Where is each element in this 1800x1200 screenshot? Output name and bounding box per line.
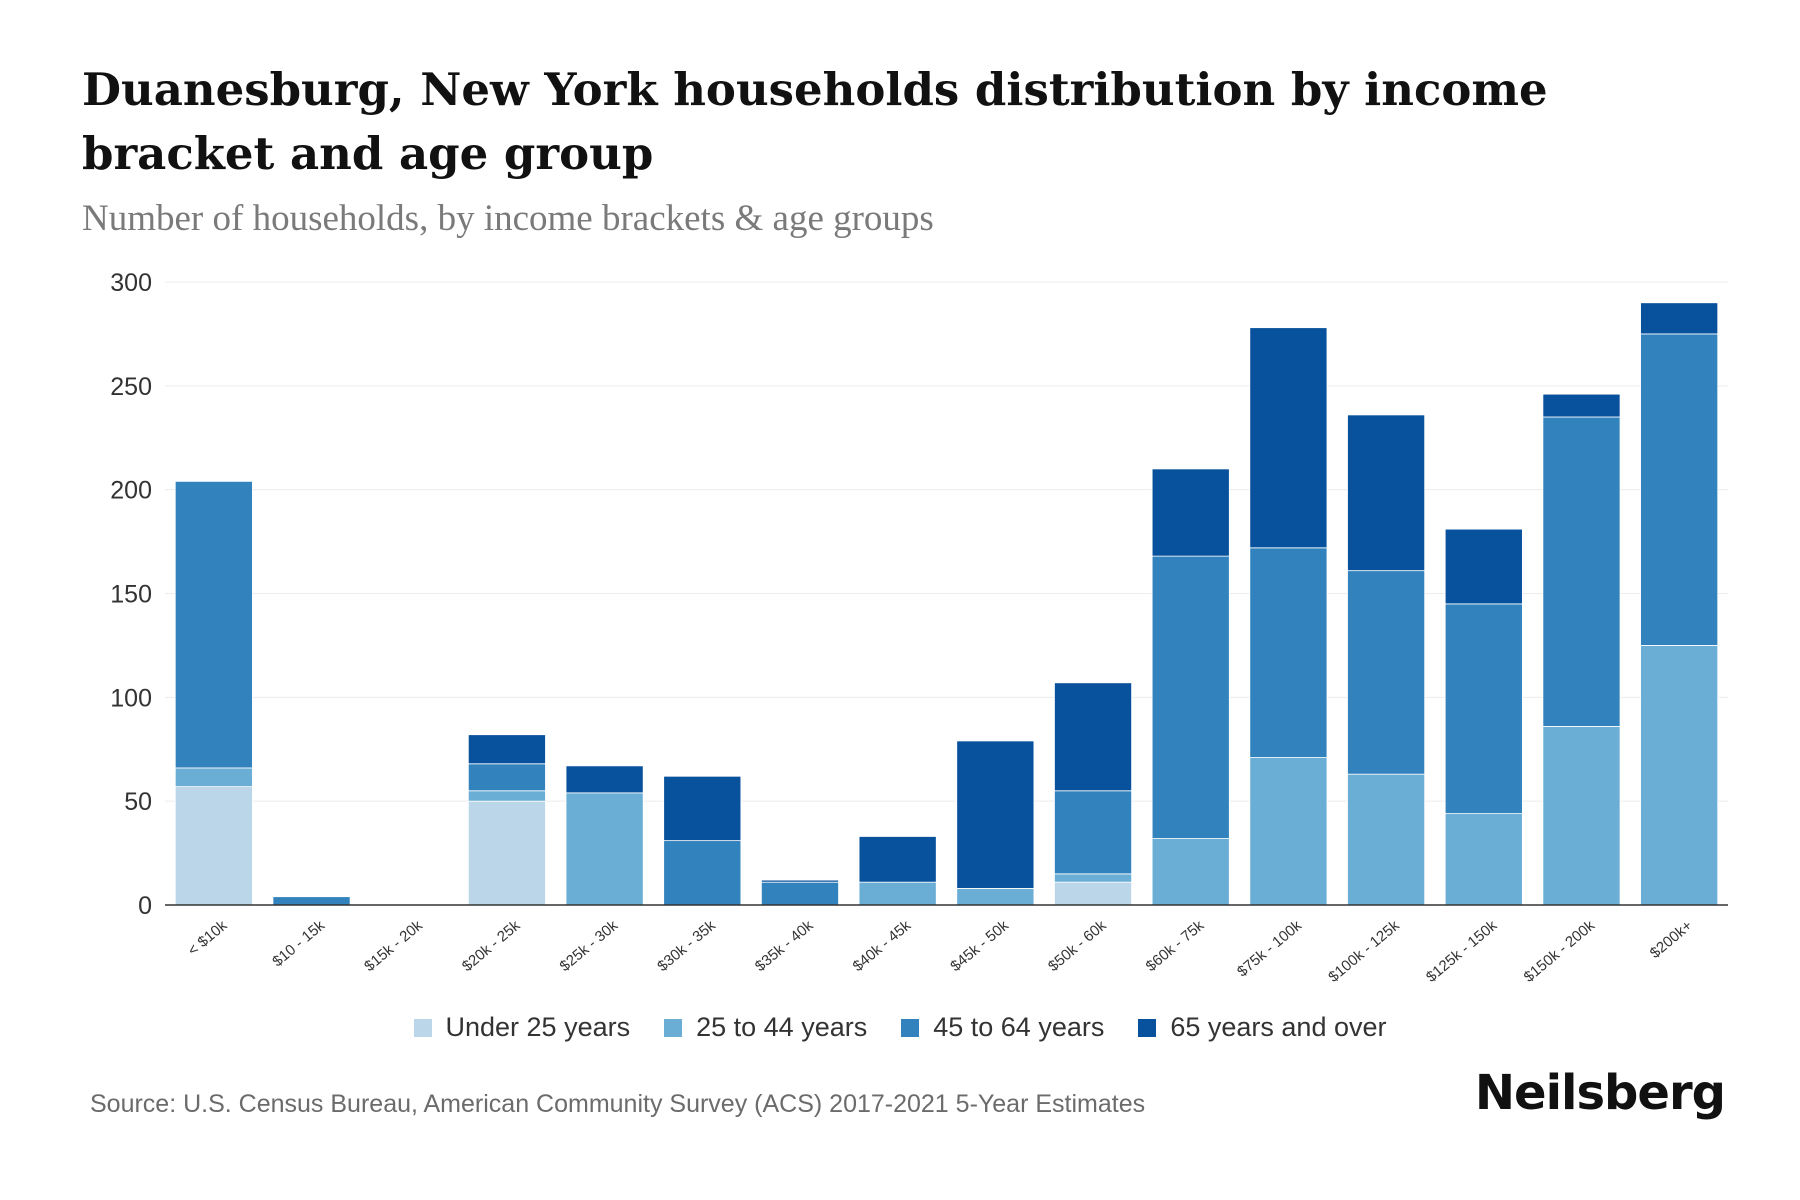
bar-segment [1151, 838, 1230, 906]
bar-segment [467, 734, 546, 765]
x-tick-label: $60k - 75k [1143, 917, 1208, 975]
bar-segment [1542, 726, 1621, 906]
bar-segment [663, 840, 742, 906]
bar-segment [1347, 570, 1426, 775]
bar-segment [1444, 603, 1523, 815]
bar-segment [1249, 547, 1328, 758]
chart-title: Duanesburg, New York households distribu… [82, 63, 1548, 180]
bar-segment [467, 790, 546, 802]
bar-segment [565, 765, 644, 794]
legend-item-65-over[interactable]: 65 years and over [1138, 1012, 1387, 1043]
legend: Under 25 years 25 to 44 years 45 to 64 y… [0, 1012, 1800, 1043]
chart-subtitle: Number of households, by income brackets… [82, 198, 934, 239]
x-tick-label: $75k - 100k [1234, 917, 1305, 981]
x-tick-label: $35k - 40k [752, 917, 817, 975]
legend-label-25-44: 25 to 44 years [696, 1012, 868, 1042]
bar-segment [760, 881, 839, 906]
bar-segment [1347, 414, 1426, 572]
bar-segment [1054, 873, 1133, 883]
bar-segment [1542, 416, 1621, 727]
bars [174, 302, 1719, 906]
bar-segment [1444, 813, 1523, 906]
bar-segment [467, 800, 546, 906]
y-tick-label: 0 [138, 892, 152, 920]
x-tick-label: $15k - 20k [361, 917, 426, 975]
bar-segment [565, 792, 644, 906]
legend-item-45-64[interactable]: 45 to 64 years [901, 1012, 1104, 1043]
legend-swatch-65-over [1138, 1018, 1157, 1037]
x-tick-label: $150k - 200k [1521, 917, 1599, 986]
bar-segment [272, 896, 351, 906]
bar-segment [1444, 528, 1523, 605]
legend-label-45-64: 45 to 64 years [933, 1012, 1105, 1042]
x-tick-label: $40k - 45k [850, 917, 915, 975]
bar-segment [760, 879, 839, 883]
bar-segment [858, 836, 937, 883]
bar-segment [663, 775, 742, 842]
stacked-bar-chart: 0 50 100 150 200 250 300 < $10k $10 - 15k $15k - … [110, 269, 1728, 986]
bar-segment [1054, 682, 1133, 792]
bar-segment [1249, 757, 1328, 906]
legend-swatch-25-44 [664, 1018, 683, 1037]
bar-segment [1640, 645, 1719, 906]
x-tick-label: $45k - 50k [947, 917, 1012, 975]
bar-segment [1054, 881, 1133, 906]
y-tick-label: 200 [110, 477, 152, 505]
bar-segment [174, 480, 253, 769]
bar-segment [1151, 555, 1230, 839]
bar-segment [858, 881, 937, 906]
x-tick-label: < $10k [185, 917, 231, 960]
y-tick-label: 300 [110, 269, 152, 297]
bar-segment [1640, 333, 1719, 646]
bar-segment [1151, 468, 1230, 557]
bar-segment [956, 887, 1035, 906]
x-tick-label: $100k - 125k [1325, 917, 1403, 986]
y-tick-label: 250 [110, 373, 152, 401]
x-tick-label: $20k - 25k [459, 917, 524, 975]
x-tick-label: $125k - 150k [1423, 917, 1501, 986]
x-tick-label: $200k+ [1647, 917, 1696, 962]
legend-label-under-25: Under 25 years [445, 1012, 631, 1042]
x-tick-label: $50k - 60k [1045, 917, 1110, 975]
legend-item-under-25[interactable]: Under 25 years [413, 1012, 631, 1043]
y-tick-label: 50 [124, 788, 152, 816]
bar-segment [174, 786, 253, 906]
bar-segment [1054, 790, 1133, 875]
brand-logo: Neilsberg [1474, 1065, 1726, 1121]
bar-segment [1542, 393, 1621, 418]
legend-swatch-under-25 [413, 1018, 432, 1037]
y-tick-label: 100 [110, 684, 152, 712]
bar-segment [174, 767, 253, 788]
bar-segment [1249, 327, 1328, 549]
bar-segment [467, 763, 546, 792]
legend-item-25-44[interactable]: 25 to 44 years [664, 1012, 867, 1043]
bar-segment [1347, 773, 1426, 906]
x-tick-label: $10 - 15k [269, 917, 328, 971]
x-tick-label: $30k - 35k [654, 917, 719, 975]
legend-swatch-45-64 [901, 1018, 920, 1037]
source-note: Source: U.S. Census Bureau, American Com… [90, 1090, 1146, 1118]
legend-label-65-over: 65 years and over [1170, 1012, 1387, 1042]
y-tick-label: 150 [110, 581, 152, 609]
bar-segment [956, 740, 1035, 889]
x-tick-label: $25k - 30k [557, 917, 622, 975]
bar-segment [1640, 302, 1719, 335]
